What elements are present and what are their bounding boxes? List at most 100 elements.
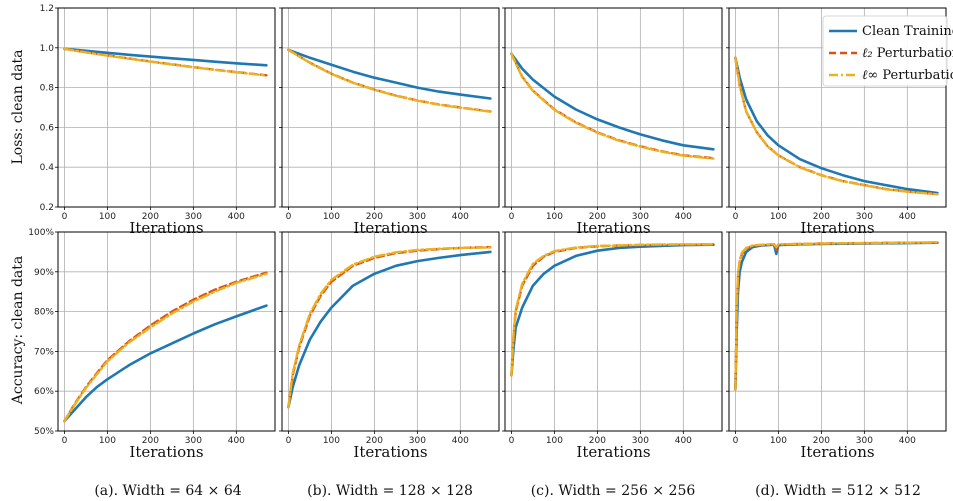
series-line-linf	[287, 246, 492, 409]
x-tick-label: 300	[632, 212, 649, 222]
legend: Clean Training ℓ₂ Perturbation ℓ∞ Perturba…	[822, 15, 953, 87]
legend-symbol: ℓ∞	[862, 68, 878, 83]
x-tick-label: 300	[856, 436, 873, 446]
y-tick-label: 0.4	[40, 163, 55, 173]
y-tick-label: 1.2	[40, 4, 54, 14]
x-tick-label: 200	[366, 212, 383, 222]
x-tick-label: 100	[770, 212, 787, 222]
legend-text: Perturbation	[873, 46, 953, 61]
x-tick-label: 300	[856, 212, 873, 222]
x-tick-label: 300	[409, 212, 426, 222]
x-axis-label: Iterations	[576, 443, 650, 461]
panel-loss-b: 0 100 200 300 400 Iterations	[279, 7, 500, 237]
series-line-clean	[287, 250, 492, 409]
x-tick-label: 200	[813, 436, 830, 446]
axes-frame	[728, 231, 947, 432]
x-tick-label: 100	[323, 436, 340, 446]
y-tick-label: 70%	[34, 347, 54, 357]
row-ylabel-loss: Loss: clean data	[10, 50, 26, 165]
x-tick-label: 100	[99, 436, 116, 446]
axes-frame	[728, 7, 947, 208]
caption-d: (d). Width = 512 × 512	[755, 483, 921, 499]
x-tick-label: 300	[409, 436, 426, 446]
x-tick-label: 400	[452, 212, 469, 222]
x-tick-label: 100	[546, 212, 563, 222]
y-tick-label: 60%	[34, 387, 54, 397]
series-line-l2	[63, 47, 268, 77]
panel-acc-b: 0 100 200 300 400 Iterations	[279, 231, 500, 461]
x-tick-label: 0	[62, 212, 68, 222]
x-tick-label: 300	[185, 436, 202, 446]
legend-label-l2: ℓ₂ Perturbation	[862, 46, 953, 61]
panel-acc-c: 0 100 200 300 400 Iterations	[502, 231, 723, 461]
x-tick-label: 400	[228, 436, 245, 446]
x-tick-label: 100	[770, 436, 787, 446]
x-tick-label: 0	[286, 436, 292, 446]
axes-frame	[504, 231, 723, 432]
row-ylabel-accuracy: Accuracy: clean data	[10, 256, 26, 405]
legend-label-clean: Clean Training	[862, 24, 953, 39]
x-tick-label: 100	[323, 212, 340, 222]
axes-frame	[281, 231, 500, 432]
legend-symbol: ℓ₂	[862, 46, 873, 61]
x-tick-label: 100	[546, 436, 563, 446]
x-tick-label: 200	[366, 436, 383, 446]
y-tick-label: 1.0	[40, 44, 55, 54]
series-line-linf	[287, 48, 492, 113]
x-tick-label: 100	[99, 212, 116, 222]
panel-loss-c: 0 100 200 300 400 Iterations	[502, 7, 723, 237]
axes-frame	[57, 7, 276, 208]
x-axis-label: Iterations	[353, 443, 427, 461]
x-tick-label: 400	[899, 212, 916, 222]
x-tick-label: 400	[899, 436, 916, 446]
x-tick-label: 200	[142, 436, 159, 446]
legend-label-linf: ℓ∞ Perturbation	[862, 68, 953, 83]
x-tick-label: 300	[185, 212, 202, 222]
series-line-linf	[510, 243, 715, 377]
panel-loss-a: 0 100 200 300 400 0.2 0.4 0.6 0.8 1.0 1.2 Iteration…	[40, 4, 276, 237]
x-tick-label: 200	[589, 212, 606, 222]
y-tick-label: 0.6	[40, 123, 55, 133]
x-tick-label: 300	[632, 436, 649, 446]
x-axis-label: Iterations	[129, 443, 203, 461]
axes-frame	[281, 7, 500, 208]
series-line-clean	[63, 47, 268, 67]
y-tick-label: 100%	[28, 228, 54, 238]
x-tick-label: 200	[589, 436, 606, 446]
x-axis-label: Iterations	[800, 443, 874, 461]
x-tick-label: 0	[733, 436, 739, 446]
x-axis-label: Iterations	[129, 219, 203, 237]
series-line-linf	[734, 56, 939, 196]
y-tick-label: 50%	[34, 427, 54, 437]
series-line-linf	[734, 241, 939, 391]
caption-b: (b). Width = 128 × 128	[307, 483, 473, 499]
x-tick-label: 0	[509, 436, 515, 446]
series-line-clean	[510, 52, 715, 151]
x-tick-label: 200	[142, 212, 159, 222]
x-tick-label: 400	[228, 212, 245, 222]
x-tick-label: 0	[62, 436, 68, 446]
legend-box	[822, 15, 948, 87]
panel-acc-d: 0 100 200 300 400 Iterations	[726, 231, 947, 461]
x-tick-label: 400	[452, 436, 469, 446]
x-tick-label: 0	[509, 212, 515, 222]
x-tick-label: 0	[733, 212, 739, 222]
axes-frame	[504, 7, 723, 208]
panel-acc-a: 0 100 200 300 400 50% 60% 70% 80% 90% 100% Iteratio…	[28, 228, 276, 461]
x-axis-label: Iterations	[576, 219, 650, 237]
series-line-clean	[510, 243, 715, 377]
series-line-clean	[63, 304, 268, 423]
x-tick-label: 200	[813, 212, 830, 222]
caption-a: (a). Width = 64 × 64	[94, 483, 241, 499]
series-line-clean	[287, 48, 492, 100]
series-line-linf	[63, 272, 268, 423]
x-axis-label: Iterations	[353, 219, 427, 237]
series-line-linf	[63, 47, 268, 77]
axes-frame	[57, 231, 276, 432]
x-tick-label: 400	[675, 212, 692, 222]
y-tick-label: 90%	[34, 268, 54, 278]
x-axis-label: Iterations	[800, 219, 874, 237]
y-tick-label: 0.8	[40, 84, 55, 94]
panels: 0 100 200 300 400 0.2 0.4 0.6 0.8 1.0 1.2 Iteration…	[28, 4, 947, 461]
